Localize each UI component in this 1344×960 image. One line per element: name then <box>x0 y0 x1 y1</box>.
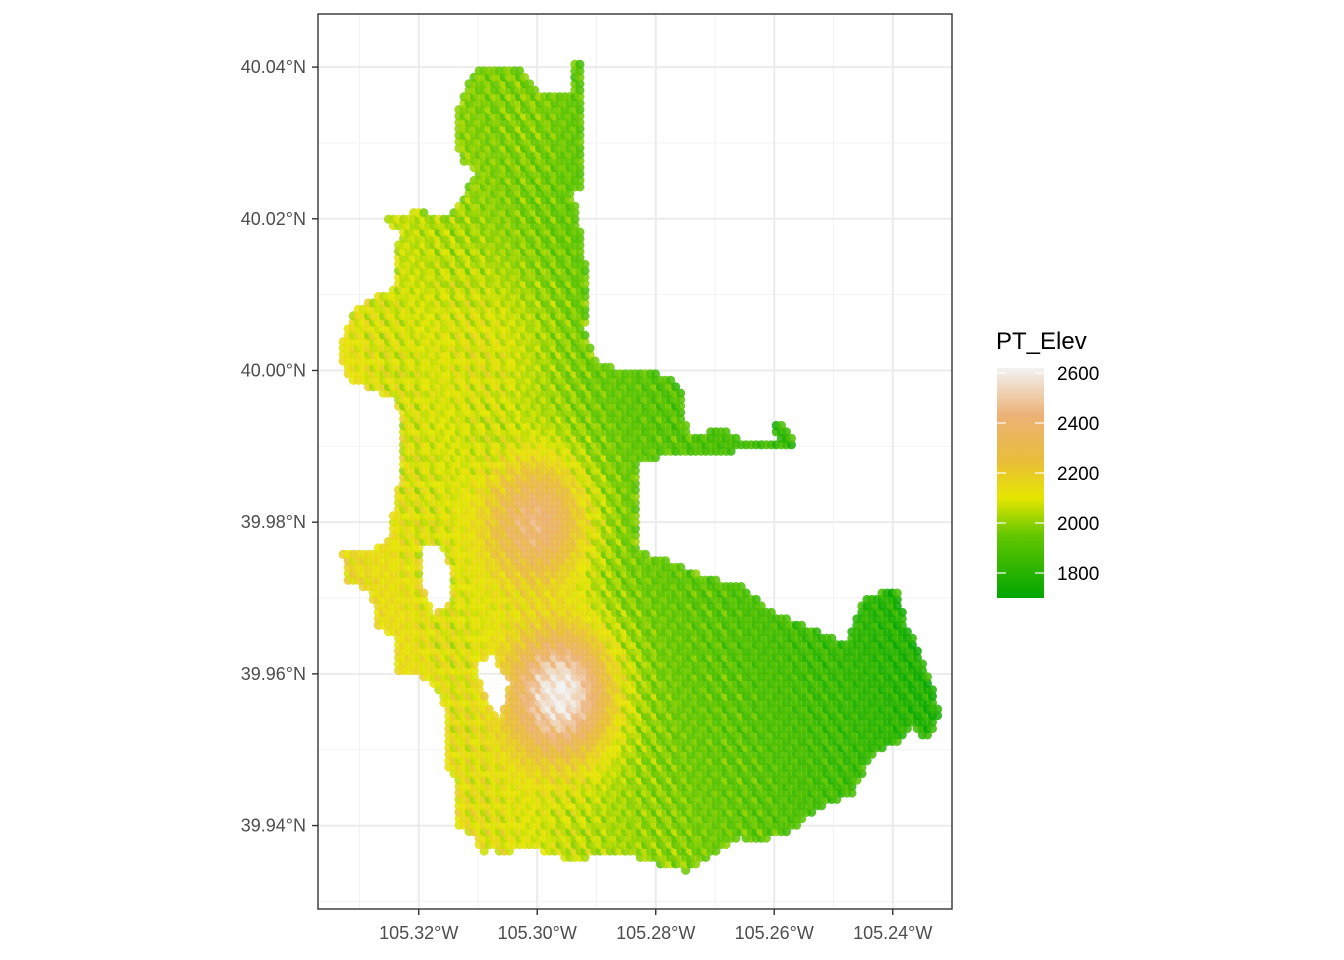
elevation-point <box>474 685 484 695</box>
elevation-point <box>419 588 429 598</box>
elevation-point <box>484 704 494 714</box>
elevation-point <box>479 698 489 708</box>
elevation-point <box>414 543 424 553</box>
elevation-point <box>414 562 424 572</box>
elevation-point <box>419 208 429 218</box>
elevation-point <box>489 711 499 721</box>
elevation-point <box>580 330 590 340</box>
elevation-point <box>414 582 424 592</box>
elevation-point <box>414 575 424 585</box>
elevation-point <box>414 569 424 579</box>
elevation-point <box>474 678 484 689</box>
elevation-point <box>575 59 585 69</box>
elevation-points <box>338 59 943 875</box>
elevation-point <box>570 201 580 211</box>
elevation-point <box>479 653 489 663</box>
elevation-point <box>419 594 429 605</box>
elevation-point <box>479 691 489 701</box>
elevation-point <box>479 846 489 856</box>
elevation-point <box>469 665 479 676</box>
elevation-point <box>469 672 479 682</box>
elevation-point <box>504 846 514 856</box>
elevation-point <box>414 556 424 566</box>
elevation-point <box>424 601 434 611</box>
elevation-point <box>469 659 479 669</box>
elevation-point <box>424 607 434 618</box>
elevation-point <box>414 549 424 560</box>
elevation-point <box>575 227 585 237</box>
elevation-point <box>585 343 595 353</box>
elevation-point <box>580 259 590 269</box>
